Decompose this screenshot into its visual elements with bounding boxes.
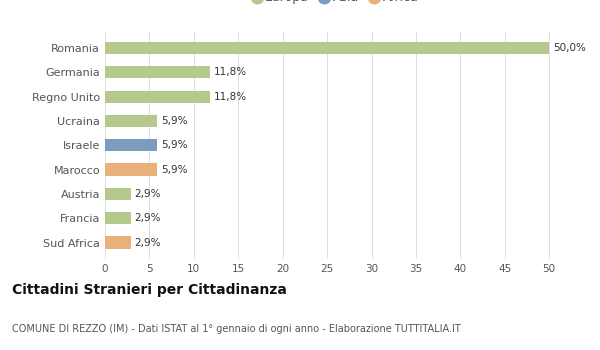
Text: 5,9%: 5,9% — [161, 140, 187, 150]
Bar — [105, 91, 210, 103]
Bar — [105, 66, 210, 78]
Bar — [105, 163, 157, 176]
Text: 11,8%: 11,8% — [214, 92, 247, 102]
Text: COMUNE DI REZZO (IM) - Dati ISTAT al 1° gennaio di ogni anno - Elaborazione TUTT: COMUNE DI REZZO (IM) - Dati ISTAT al 1° … — [12, 324, 461, 335]
Bar — [105, 237, 131, 248]
Legend: Europa, Asia, Africa: Europa, Asia, Africa — [250, 0, 422, 8]
Text: 5,9%: 5,9% — [161, 164, 187, 175]
Bar — [105, 115, 157, 127]
Text: 2,9%: 2,9% — [134, 189, 161, 199]
Text: Cittadini Stranieri per Cittadinanza: Cittadini Stranieri per Cittadinanza — [12, 283, 287, 297]
Bar — [105, 42, 549, 54]
Text: 11,8%: 11,8% — [214, 67, 247, 77]
Text: 50,0%: 50,0% — [553, 43, 586, 53]
Bar — [105, 188, 131, 200]
Bar — [105, 139, 157, 151]
Text: 2,9%: 2,9% — [134, 238, 161, 247]
Text: 2,9%: 2,9% — [134, 213, 161, 223]
Text: 5,9%: 5,9% — [161, 116, 187, 126]
Bar — [105, 212, 131, 224]
